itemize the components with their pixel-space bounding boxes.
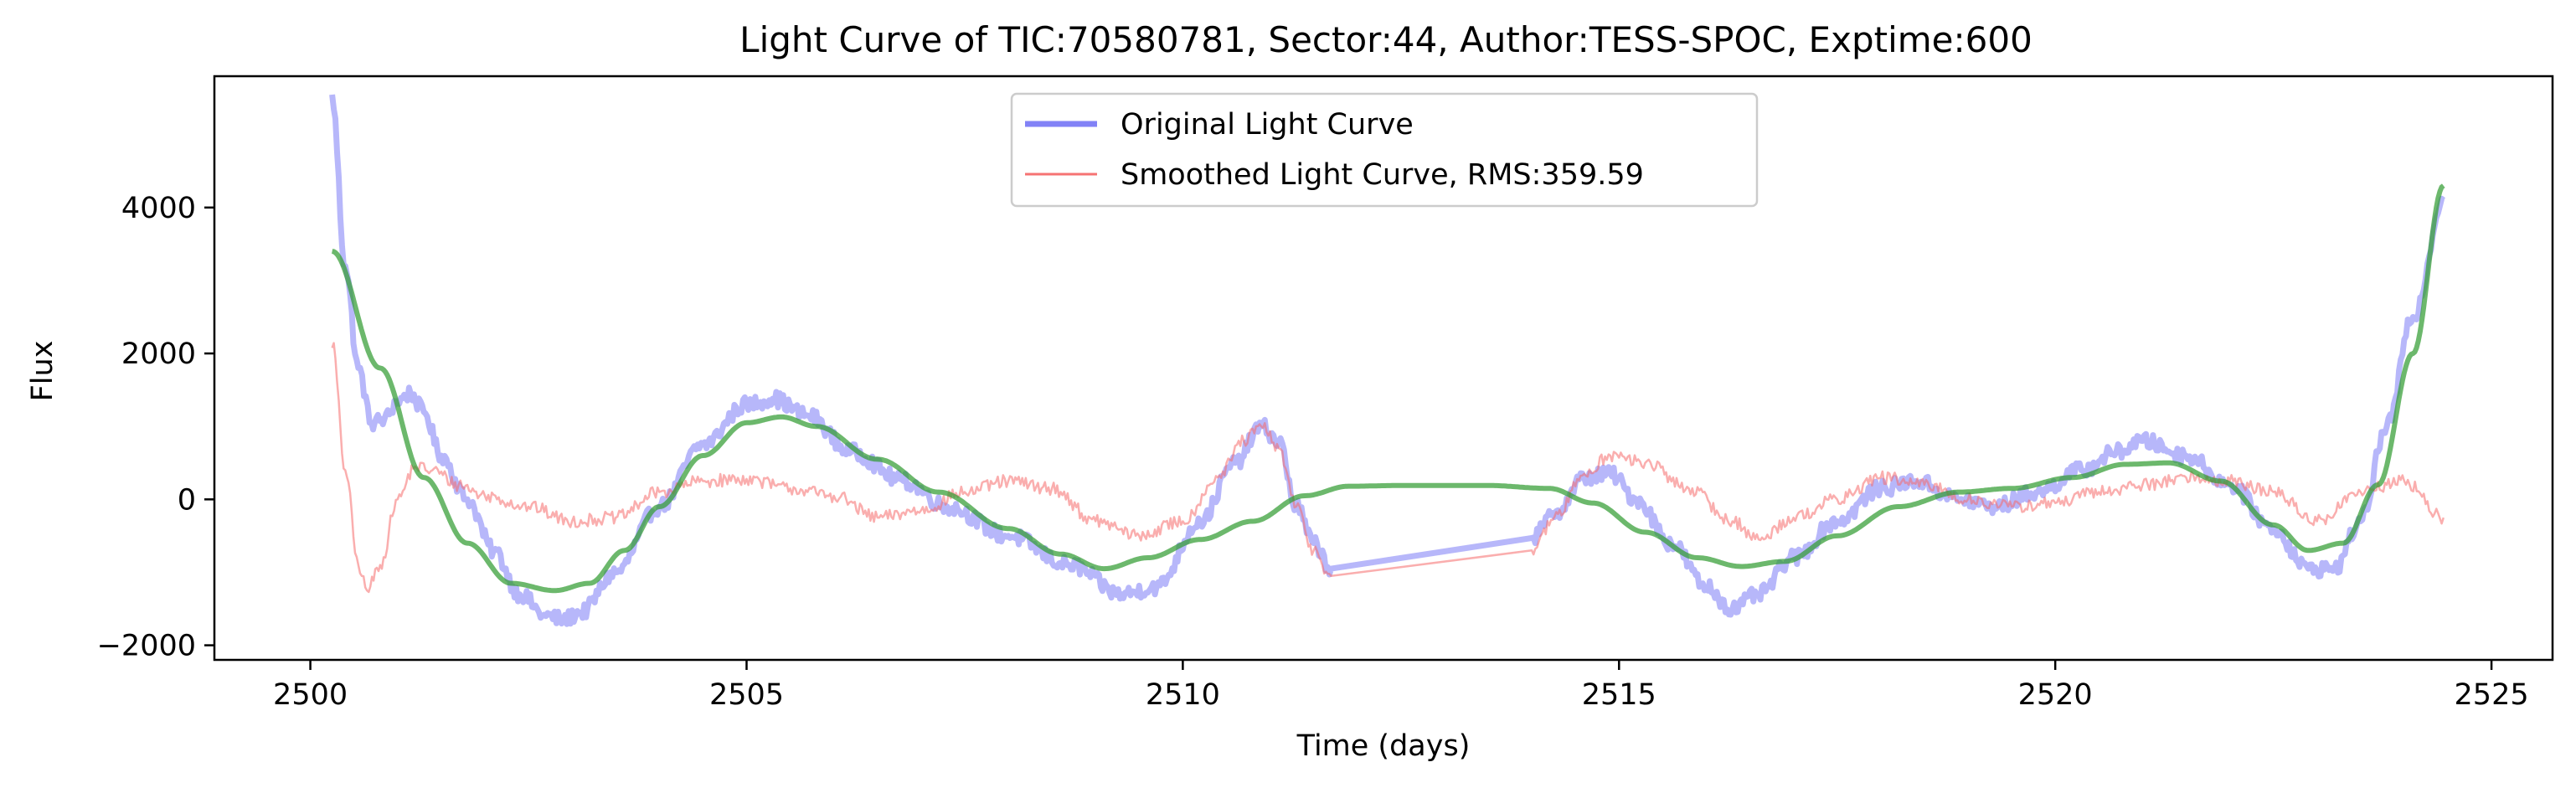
y-tick-label: 4000	[121, 192, 196, 225]
x-axis-label: Time (days)	[1296, 729, 1471, 763]
plot-frame	[213, 75, 2554, 662]
y-tick-label: 0	[178, 483, 196, 517]
x-tick-label: 2510	[1146, 678, 1220, 712]
x-tick-label: 2500	[273, 678, 348, 712]
series-original	[329, 94, 2446, 627]
x-tick-label: 2525	[2455, 678, 2529, 712]
x-tick-label: 2505	[709, 678, 784, 712]
series-smoothed	[331, 342, 2445, 594]
legend-box	[1010, 92, 1759, 208]
series-trend	[331, 183, 2445, 594]
y-axis-label: Flux	[26, 341, 59, 402]
x-tick-label: 2520	[2018, 678, 2093, 712]
plot-area	[329, 94, 2446, 627]
legend-label-smoothed: Smoothed Light Curve, RMS:359.59	[1121, 158, 1644, 192]
y-tick-label: −2000	[97, 630, 196, 663]
chart-title: Light Curve of TIC:70580781, Sector:44, …	[739, 19, 2032, 60]
x-axis: 2500 2505 2510 2515 2520 2525	[273, 660, 2529, 712]
y-axis: −2000 0 2000 4000	[97, 192, 214, 663]
x-tick-label: 2515	[1582, 678, 1656, 712]
legend: Original Light Curve Smoothed Light Curv…	[1010, 92, 1759, 208]
legend-label-original: Original Light Curve	[1121, 108, 1414, 142]
y-tick-label: 2000	[121, 337, 196, 371]
